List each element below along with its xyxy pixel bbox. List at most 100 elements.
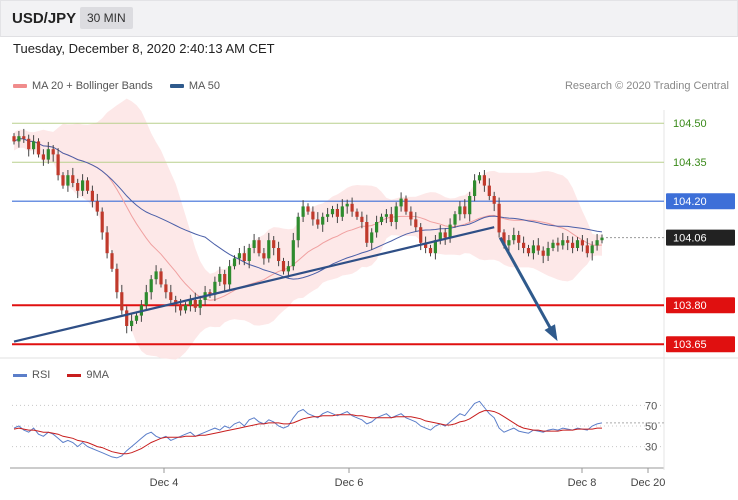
candle-body <box>526 248 531 254</box>
candle-body <box>110 253 114 269</box>
candle-body <box>443 232 447 238</box>
candle-body <box>507 240 511 246</box>
candle-body <box>448 224 452 238</box>
candle-body <box>22 136 26 139</box>
candle-body <box>32 141 36 150</box>
rsi-ma-line <box>13 410 602 455</box>
candle-body <box>580 240 584 246</box>
candle-body <box>536 245 540 251</box>
candle-body <box>541 250 545 256</box>
candle-body <box>379 216 384 222</box>
candle-body <box>375 222 379 233</box>
time-tick-label: Dec 6 <box>335 477 364 489</box>
candle-body <box>438 232 442 241</box>
price-level-tag <box>666 229 735 246</box>
candle-body <box>198 300 202 308</box>
candle-body <box>81 180 85 191</box>
candle-body <box>571 242 575 248</box>
instrument-symbol[interactable]: USD/JPY <box>12 10 77 27</box>
candle-body <box>277 248 281 261</box>
candle-body <box>492 196 496 204</box>
candle-body <box>164 284 168 293</box>
forecast-arrow-head <box>544 324 558 342</box>
forecast-arrow <box>498 236 557 339</box>
candle-body <box>575 240 580 248</box>
legend-label-rsi: RSI <box>32 369 51 381</box>
candle-body <box>463 206 467 215</box>
legend-swatch-ma20 <box>13 84 27 89</box>
candle-body <box>95 201 99 212</box>
candle-body <box>306 206 310 212</box>
candle-body <box>257 240 261 254</box>
candle-body <box>330 209 335 215</box>
candle-body <box>130 320 134 326</box>
candle-body <box>424 242 428 248</box>
price-level-tag <box>666 193 735 210</box>
candle-body <box>399 198 403 207</box>
rsi-tick-label: 50 <box>645 421 657 433</box>
price-level-label: 104.20 <box>673 196 707 208</box>
time-tick-label: Dec 4 <box>150 477 179 489</box>
candle-body <box>41 154 45 160</box>
price-level-label: 104.06 <box>673 233 707 245</box>
candle-body <box>487 185 491 196</box>
candle-body <box>252 240 256 248</box>
candle-body <box>566 240 570 243</box>
legend-swatch-9ma <box>67 373 82 377</box>
candle-body <box>76 183 80 191</box>
price-legend: MA 20 + Bollinger Bands MA 50 <box>13 80 234 92</box>
candle-body <box>56 154 60 176</box>
chart-datetime: Tuesday, December 8, 2020 2:40:13 AM CET <box>13 41 275 56</box>
candle-body <box>61 175 65 186</box>
legend-label-ma50: MA 50 <box>188 80 221 92</box>
candle-body <box>71 175 75 183</box>
legend-label-ma20: MA 20 + Bollinger Bands <box>32 80 153 92</box>
candle-body <box>546 248 550 256</box>
rsi-tick-label: 30 <box>645 442 657 454</box>
research-credit: Research © 2020 Trading Central <box>564 80 729 92</box>
candle-body <box>12 136 16 142</box>
candle-body <box>340 206 344 217</box>
rsi-tick-label: 70 <box>645 400 657 412</box>
candle-body <box>154 271 158 280</box>
candle-body <box>556 242 560 246</box>
candle-body <box>223 274 227 285</box>
candle-body <box>326 214 330 217</box>
candle-body <box>105 232 109 254</box>
legend-swatch-rsi <box>13 373 27 377</box>
candle-body <box>433 240 437 254</box>
price-level-label: 103.80 <box>673 300 707 312</box>
candle-body <box>365 222 369 243</box>
candle-body <box>188 300 192 306</box>
candle-body <box>360 216 364 222</box>
timeframe-button[interactable]: 30 MIN <box>80 7 133 29</box>
candle-body <box>281 261 286 272</box>
candle-body <box>502 232 506 246</box>
candle-body <box>311 211 315 220</box>
trendline <box>13 226 495 343</box>
candle-body <box>144 292 148 306</box>
candle-body <box>262 253 266 259</box>
candle-body <box>296 216 300 241</box>
candle-body <box>193 300 197 308</box>
candle-body <box>419 227 423 243</box>
candle-body <box>551 242 555 248</box>
candle-body <box>125 310 129 326</box>
candle-body <box>335 209 339 217</box>
candle-body <box>46 149 50 160</box>
candle-body <box>468 196 472 215</box>
candle-body <box>590 245 594 254</box>
price-level-label: 104.35 <box>673 157 707 169</box>
candle-body <box>345 203 349 207</box>
legend-item-ma20: MA 20 + Bollinger Bands <box>13 80 153 92</box>
candle-body <box>134 315 139 321</box>
candle-body <box>321 216 325 225</box>
candle-body <box>218 274 222 282</box>
candle-body <box>497 203 501 233</box>
candle-body <box>384 214 388 217</box>
candle-body <box>66 175 70 186</box>
candle-body <box>428 248 433 254</box>
candle-body <box>595 240 599 246</box>
candle-body <box>561 240 565 246</box>
